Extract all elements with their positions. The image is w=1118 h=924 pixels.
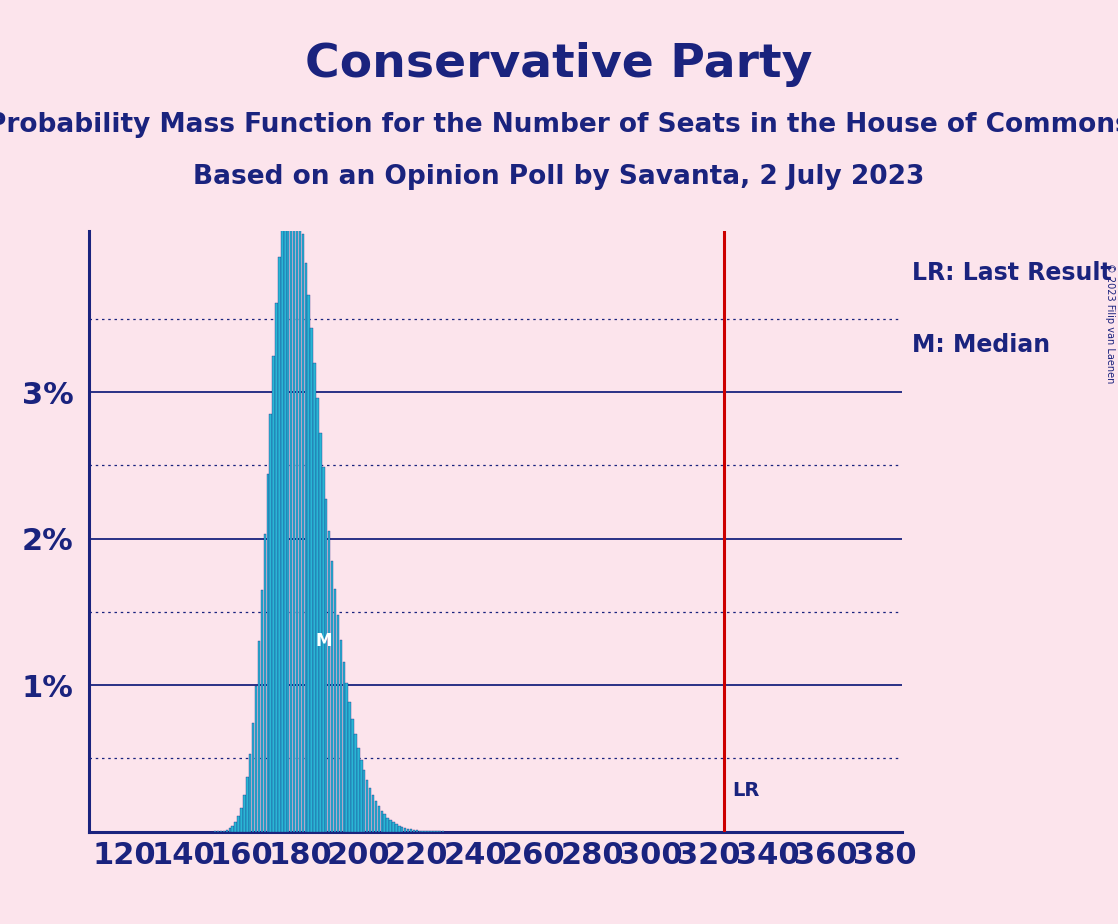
Bar [389, 821, 391, 832]
Bar [328, 530, 331, 832]
Bar [304, 262, 307, 832]
Bar [307, 295, 310, 832]
Bar [255, 686, 257, 832]
Text: LR: Last Result: LR: Last Result [912, 261, 1111, 285]
Text: Conservative Party: Conservative Party [305, 43, 813, 87]
Bar [278, 257, 281, 832]
Bar [226, 830, 228, 832]
Bar [418, 831, 421, 832]
Bar [404, 828, 407, 832]
Bar [266, 474, 269, 832]
Bar [369, 788, 371, 832]
Bar [252, 723, 255, 832]
Bar [290, 173, 293, 832]
Bar [231, 826, 234, 832]
Bar [293, 176, 295, 832]
Bar [287, 178, 290, 832]
Text: © 2023 Filip van Laenen: © 2023 Filip van Laenen [1106, 263, 1115, 383]
Bar [316, 398, 319, 832]
Bar [360, 760, 362, 832]
Text: Probability Mass Function for the Number of Seats in the House of Commons: Probability Mass Function for the Number… [0, 112, 1118, 138]
Bar [380, 810, 383, 832]
Bar [311, 328, 313, 832]
Bar [243, 795, 246, 832]
Bar [342, 663, 345, 832]
Bar [313, 363, 315, 832]
Bar [401, 827, 404, 832]
Bar [337, 615, 339, 832]
Bar [354, 734, 357, 832]
Bar [331, 561, 333, 832]
Bar [319, 432, 322, 832]
Bar [375, 801, 377, 832]
Bar [275, 303, 277, 832]
Bar [363, 771, 366, 832]
Bar [281, 221, 284, 832]
Text: M: M [315, 632, 332, 650]
Bar [222, 831, 225, 832]
Bar [322, 467, 324, 832]
Bar [228, 829, 231, 832]
Bar [302, 234, 304, 832]
Bar [378, 807, 380, 832]
Bar [334, 589, 337, 832]
Bar [246, 777, 248, 832]
Bar [269, 414, 272, 832]
Bar [407, 829, 409, 832]
Text: M: Median: M: Median [912, 334, 1050, 357]
Bar [372, 795, 375, 832]
Bar [240, 808, 243, 832]
Bar [392, 822, 395, 832]
Bar [395, 824, 398, 832]
Bar [351, 719, 353, 832]
Bar [284, 194, 286, 832]
Text: LR: LR [732, 781, 760, 800]
Bar [387, 818, 389, 832]
Bar [357, 748, 360, 832]
Bar [249, 754, 252, 832]
Bar [235, 822, 237, 832]
Bar [325, 499, 328, 832]
Bar [273, 357, 275, 832]
Bar [340, 639, 342, 832]
Bar [410, 829, 413, 832]
Bar [413, 830, 415, 832]
Bar [345, 683, 348, 832]
Bar [296, 189, 299, 832]
Bar [237, 817, 239, 832]
Bar [366, 780, 369, 832]
Bar [260, 590, 263, 832]
Bar [416, 830, 418, 832]
Bar [264, 534, 266, 832]
Bar [258, 641, 260, 832]
Bar [383, 814, 386, 832]
Text: Based on an Opinion Poll by Savanta, 2 July 2023: Based on an Opinion Poll by Savanta, 2 J… [193, 164, 925, 190]
Bar [299, 209, 301, 832]
Bar [398, 826, 400, 832]
Bar [349, 701, 351, 832]
